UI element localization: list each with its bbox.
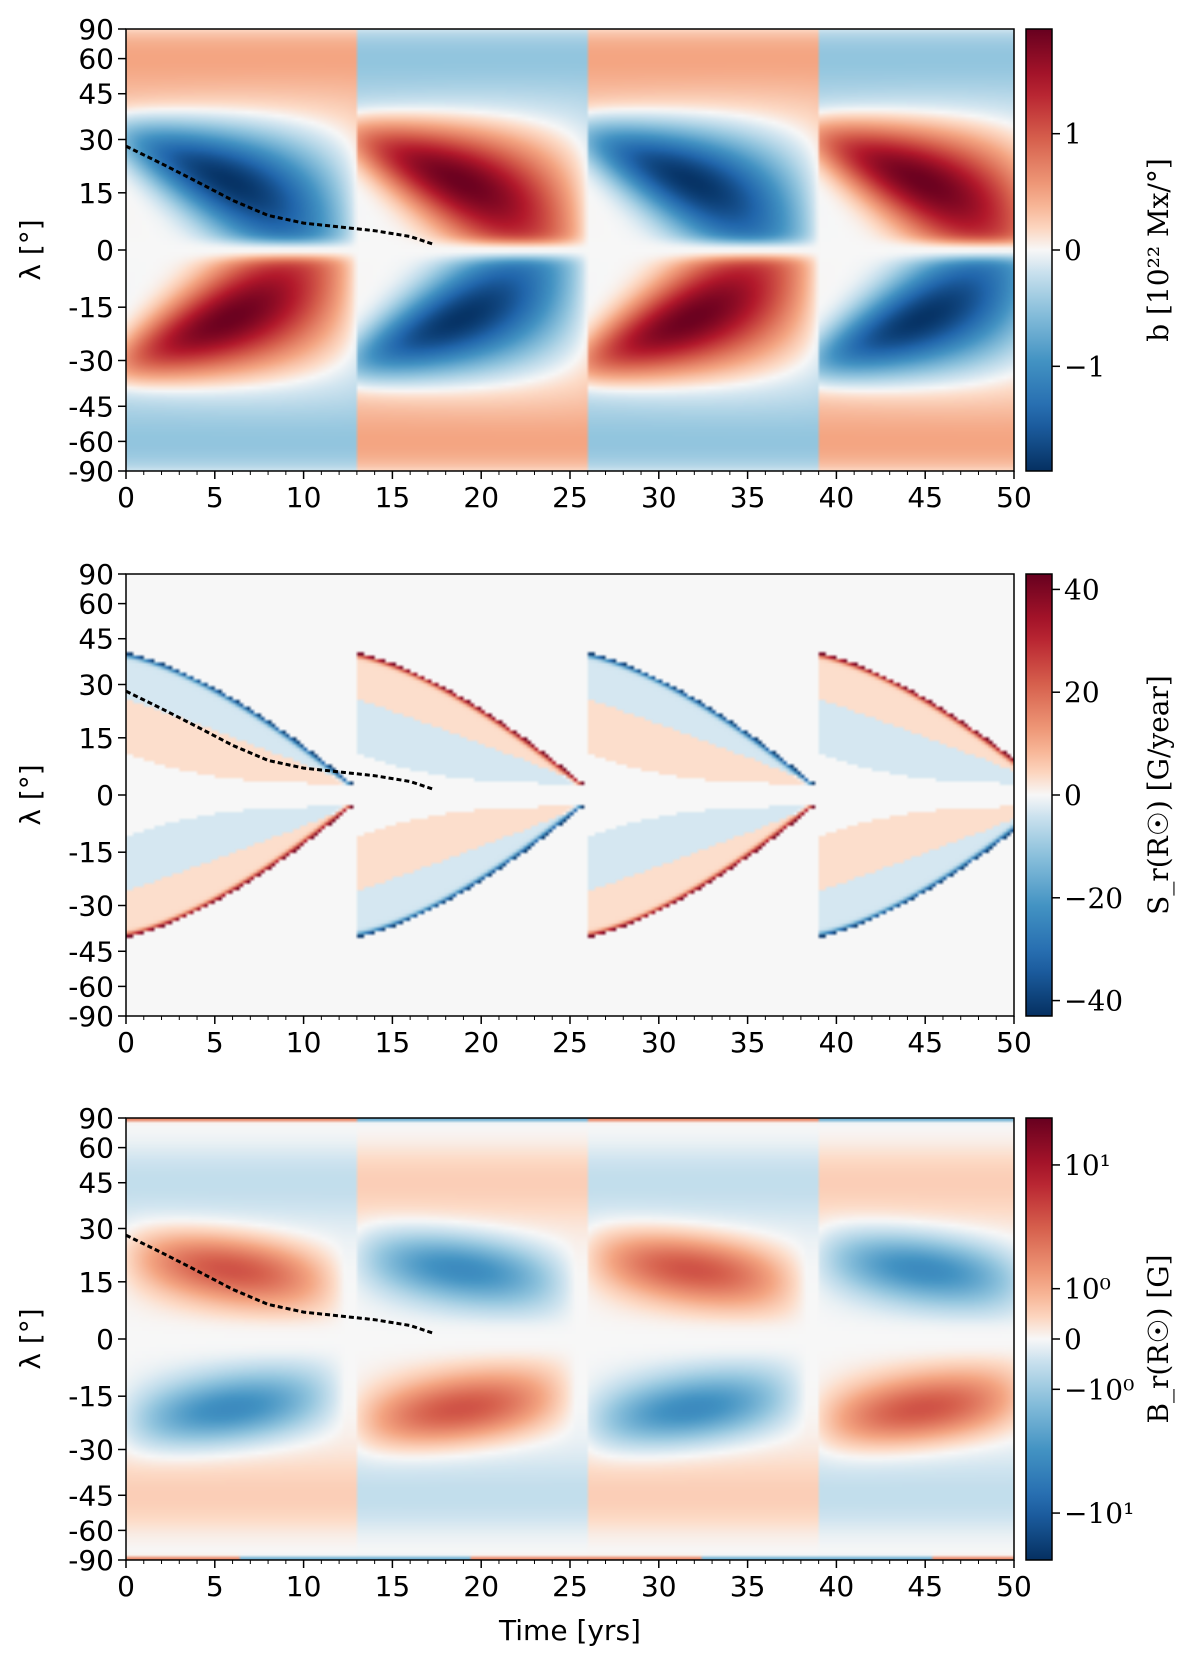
- x-tick-label: 5: [206, 1570, 224, 1603]
- x-tick-label: 40: [819, 1026, 855, 1059]
- y-tick-label: 0: [96, 234, 114, 267]
- x-tick-label: 15: [375, 1026, 411, 1059]
- colorbar-label: B_r(R☉) [G]: [1142, 1254, 1175, 1423]
- x-tick-label: 0: [117, 481, 135, 514]
- y-tick-label: 45: [78, 623, 114, 656]
- x-tick-label: 0: [117, 1570, 135, 1603]
- colorbar: [1025, 1117, 1053, 1561]
- y-tick-label: -30: [68, 890, 114, 923]
- heatmap-image: [126, 574, 1014, 1016]
- y-tick-label: 15: [78, 177, 114, 210]
- y-tick-label: 45: [78, 1167, 114, 1200]
- x-tick-label: 50: [996, 481, 1032, 514]
- y-tick-label: 15: [78, 722, 114, 755]
- colorbar-tick-label: 20: [1064, 676, 1100, 709]
- y-tick-label: 15: [78, 1266, 114, 1299]
- y-tick-label: -45: [68, 1479, 114, 1512]
- y-axis-label: λ [°]: [14, 219, 47, 280]
- x-tick-label: 35: [730, 481, 766, 514]
- y-axis-label: λ [°]: [14, 1308, 47, 1369]
- x-tick-label: 30: [641, 481, 677, 514]
- colorbar-tick-label: −40: [1064, 985, 1123, 1018]
- x-tick-label: 40: [819, 1570, 855, 1603]
- overlay-curve: [125, 144, 434, 246]
- colorbar-tick-label: 40: [1064, 573, 1100, 606]
- x-tick-label: 30: [641, 1026, 677, 1059]
- y-tick-label: 60: [78, 1132, 114, 1165]
- x-tick-label: 25: [552, 481, 588, 514]
- y-tick-label: -60: [68, 425, 114, 458]
- y-axis-label: λ [°]: [14, 764, 47, 825]
- y-tick-label: 0: [96, 779, 114, 812]
- x-tick-label: 45: [907, 1570, 943, 1603]
- x-tick-label: 45: [907, 1026, 943, 1059]
- panel-3: 0 5 10 15 20 25 30 35 40 45 5090604530150-15-30-45…: [14, 1102, 1175, 1647]
- colorbar: [1025, 573, 1053, 1017]
- colorbar-tick-label: 1: [1064, 118, 1082, 151]
- x-tick-label: 15: [375, 481, 411, 514]
- colorbar-tick-label: −10⁰: [1064, 1373, 1134, 1406]
- x-tick-label: 10: [286, 1026, 322, 1059]
- colorbar-tick-label: −20: [1064, 882, 1123, 915]
- y-tick-label: 45: [78, 78, 114, 111]
- x-axis-label: Time [yrs]: [498, 1614, 641, 1647]
- overlay-curve: [125, 1233, 434, 1335]
- y-tick-label: -45: [68, 935, 114, 968]
- x-tick-label: 45: [907, 481, 943, 514]
- x-tick-label: 35: [730, 1570, 766, 1603]
- y-tick-label: 30: [78, 669, 114, 702]
- y-tick-label: -15: [68, 1380, 114, 1413]
- heatmap-image: [126, 1118, 1014, 1560]
- x-tick-label: 30: [641, 1570, 677, 1603]
- y-tick-label: 90: [78, 13, 114, 46]
- y-tick-label: 30: [78, 1213, 114, 1246]
- x-tick-label: 20: [463, 481, 499, 514]
- y-tick-label: -30: [68, 1434, 114, 1467]
- panel-1: 0 5 10 15 20 25 30 35 40 45 5090604530150-15-30-45…: [14, 13, 1175, 514]
- x-tick-label: 0: [117, 1026, 135, 1059]
- colorbar-tick-label: 10¹: [1064, 1149, 1111, 1182]
- x-tick-label: 25: [552, 1026, 588, 1059]
- y-tick-label: -45: [68, 390, 114, 423]
- x-tick-label: 40: [819, 481, 855, 514]
- y-tick-label: -90: [68, 1544, 114, 1577]
- colorbar-tick-label: 0: [1064, 234, 1082, 267]
- x-tick-label: 35: [730, 1026, 766, 1059]
- y-tick-label: -60: [68, 970, 114, 1003]
- x-tick-label: 15: [375, 1570, 411, 1603]
- colorbar-label: b [10²² Mx/°]: [1142, 158, 1175, 342]
- x-tick-label: 25: [552, 1570, 588, 1603]
- y-tick-label: -60: [68, 1514, 114, 1547]
- overlay-curve: [125, 689, 434, 791]
- panel-2: 0 5 10 15 20 25 30 35 40 45 5090604530150-15-30-45…: [14, 558, 1175, 1059]
- x-tick-label: 5: [206, 1026, 224, 1059]
- y-tick-label: 0: [96, 1323, 114, 1356]
- x-tick-label: 50: [996, 1570, 1032, 1603]
- colorbar-label: S_r(R☉) [G/year]: [1142, 675, 1175, 915]
- colorbar-tick-label: 10⁰: [1064, 1273, 1111, 1306]
- y-tick-label: -90: [68, 455, 114, 488]
- colorbar-tick-label: 0: [1064, 1323, 1082, 1356]
- colorbar-tick-label: −1: [1064, 350, 1105, 383]
- y-tick-label: -15: [68, 291, 114, 324]
- y-tick-label: 60: [78, 43, 114, 76]
- y-tick-label: 90: [78, 1102, 114, 1135]
- x-tick-label: 10: [286, 1570, 322, 1603]
- x-tick-label: 20: [463, 1570, 499, 1603]
- y-tick-label: -90: [68, 1000, 114, 1033]
- x-tick-label: 20: [463, 1026, 499, 1059]
- y-tick-label: -30: [68, 345, 114, 378]
- y-tick-label: 30: [78, 124, 114, 157]
- colorbar-tick-label: −10¹: [1064, 1497, 1134, 1530]
- x-tick-label: 50: [996, 1026, 1032, 1059]
- x-tick-label: 5: [206, 481, 224, 514]
- y-tick-label: 90: [78, 558, 114, 591]
- heatmap-image: [126, 29, 1014, 471]
- y-tick-label: -15: [68, 836, 114, 869]
- colorbar-tick-label: 0: [1064, 779, 1082, 812]
- x-tick-label: 10: [286, 481, 322, 514]
- colorbar: [1025, 28, 1053, 472]
- y-tick-label: 60: [78, 588, 114, 621]
